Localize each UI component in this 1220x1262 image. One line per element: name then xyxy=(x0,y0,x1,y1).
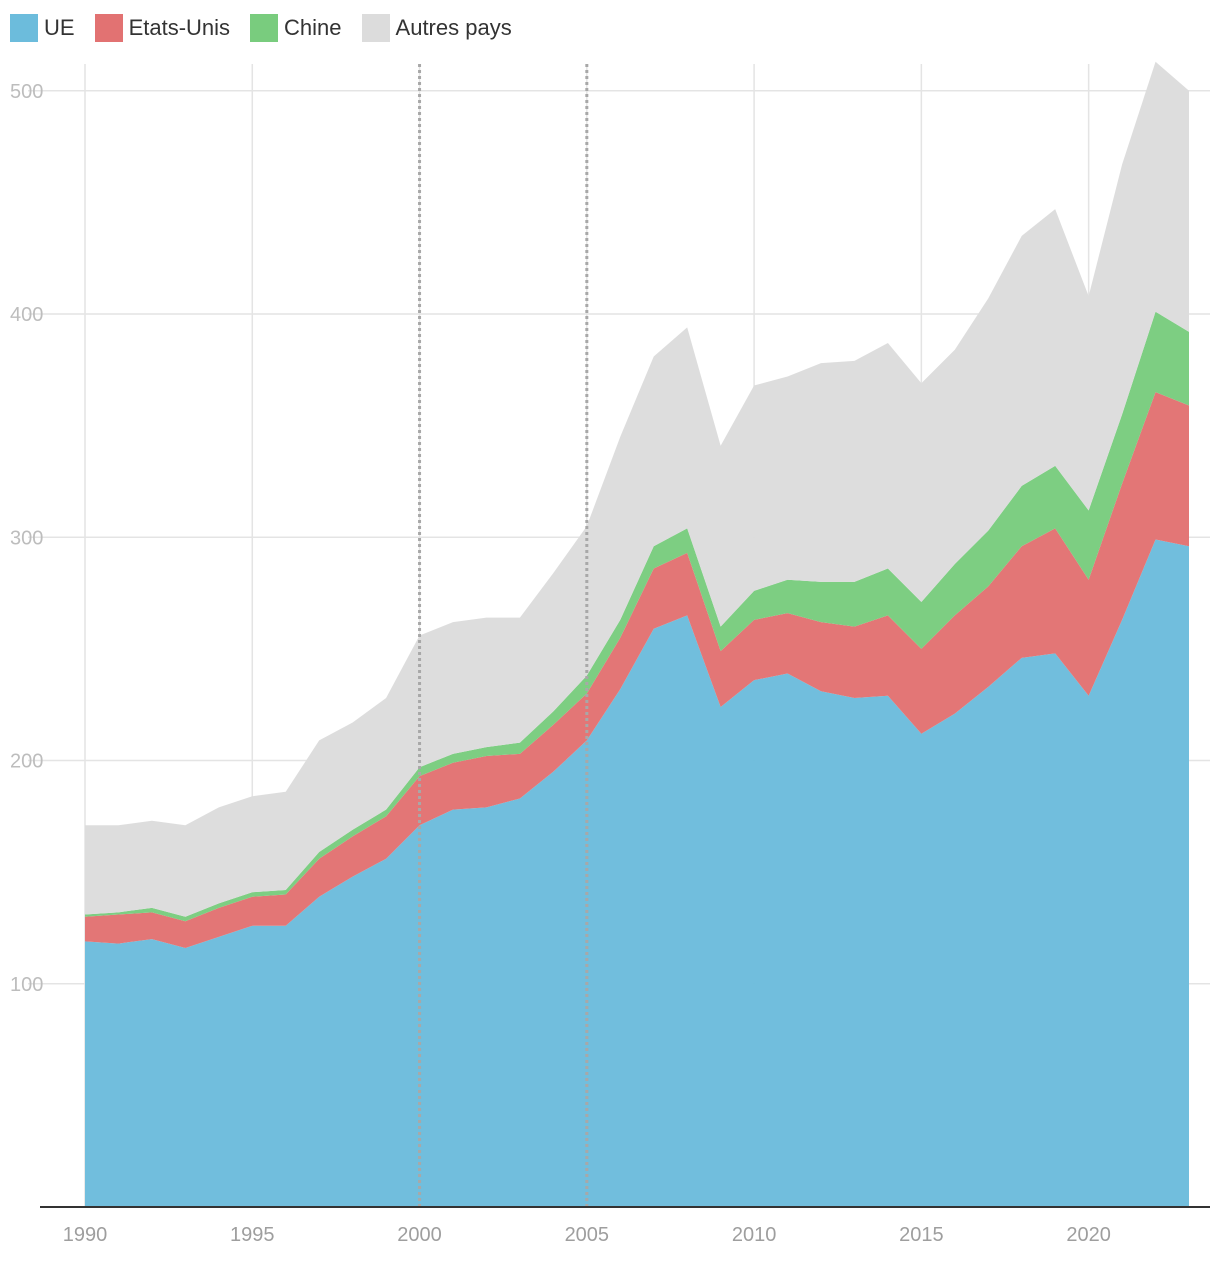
x-tick-label-1990: 1990 xyxy=(63,1224,108,1246)
area-ue xyxy=(85,539,1189,1207)
legend-item-etats-unis: Etats-Unis xyxy=(94,14,231,42)
x-tick-label-2015: 2015 xyxy=(899,1224,944,1246)
area-autres-pays xyxy=(85,61,1189,917)
x-tick-label-2000: 2000 xyxy=(397,1224,442,1246)
y-tick-label-500: 500 xyxy=(10,81,43,103)
y-tick-label-300: 300 xyxy=(10,527,43,549)
y-tick-label-400: 400 xyxy=(10,304,43,326)
legend-swatch-etats-unis xyxy=(94,14,123,42)
chart-legend: UE Etats-Unis Chine Autres pays xyxy=(10,12,532,44)
legend-item-autres-pays: Autres pays xyxy=(361,14,512,42)
y-tick-label-200: 200 xyxy=(10,751,43,773)
legend-swatch-chine xyxy=(250,14,279,42)
legend-item-ue: UE xyxy=(10,14,75,42)
legend-label-etats-unis: Etats-Unis xyxy=(128,15,231,40)
legend-item-chine: Chine xyxy=(250,14,342,42)
x-tick-label-2005: 2005 xyxy=(565,1224,610,1246)
area-etats-unis xyxy=(85,392,1189,949)
legend-label-chine: Chine xyxy=(284,15,342,40)
x-tick-label-2020: 2020 xyxy=(1066,1224,1111,1246)
x-tick-label-1995: 1995 xyxy=(230,1224,275,1246)
y-tick-label-100: 100 xyxy=(10,974,43,996)
legend-label-autres-pays: Autres pays xyxy=(395,15,512,40)
x-tick-label-2010: 2010 xyxy=(732,1224,777,1246)
legend-swatch-autres-pays xyxy=(361,14,390,42)
legend-swatch-ue xyxy=(10,14,38,42)
legend-label-ue: UE xyxy=(44,15,75,40)
